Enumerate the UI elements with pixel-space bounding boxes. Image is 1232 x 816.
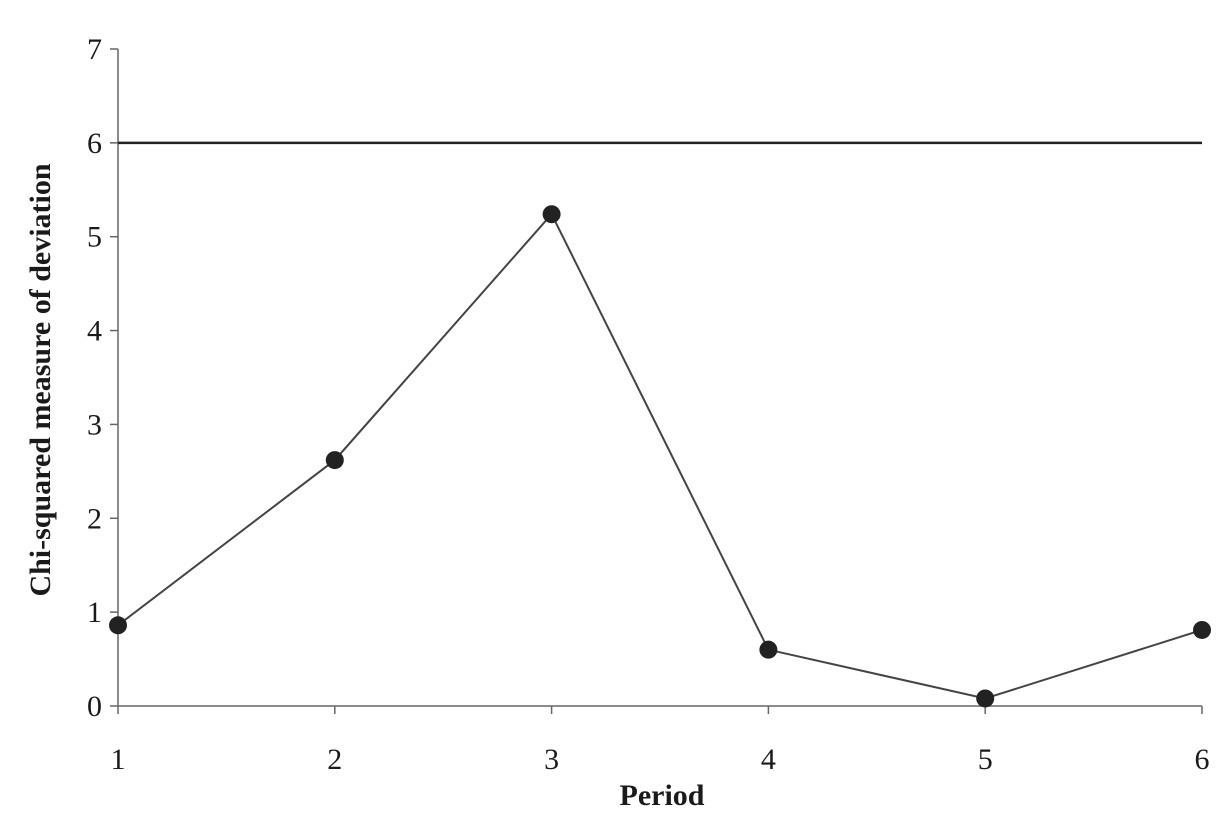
x-tick-label: 4 <box>761 743 776 776</box>
y-tick-label: 4 <box>87 315 102 348</box>
series <box>109 205 1211 708</box>
data-point <box>759 640 778 659</box>
x-tick-label: 5 <box>978 743 993 776</box>
y-tick-label: 0 <box>87 690 102 723</box>
x-tick-label: 2 <box>327 743 342 776</box>
data-point <box>976 689 995 708</box>
data-point <box>109 616 127 635</box>
x-tick-label: 1 <box>111 743 126 776</box>
y-tick-label: 1 <box>87 596 102 629</box>
y-tick-label: 6 <box>87 127 102 160</box>
y-tick-label: 7 <box>87 33 102 66</box>
y-tick-label: 5 <box>87 221 102 254</box>
x-tick-label: 3 <box>544 743 559 776</box>
y-tick-label: 3 <box>87 408 102 441</box>
axes <box>117 49 1202 707</box>
data-point <box>325 451 344 470</box>
x-axis-title: Period <box>620 779 705 812</box>
y-tick-label: 2 <box>87 502 102 535</box>
y-axis-title: Chi-squared measure of deviation <box>24 163 57 596</box>
x-tick-label: 6 <box>1195 743 1210 776</box>
data-point <box>542 205 561 224</box>
series-line <box>117 212 1203 700</box>
data-point <box>1193 620 1211 639</box>
